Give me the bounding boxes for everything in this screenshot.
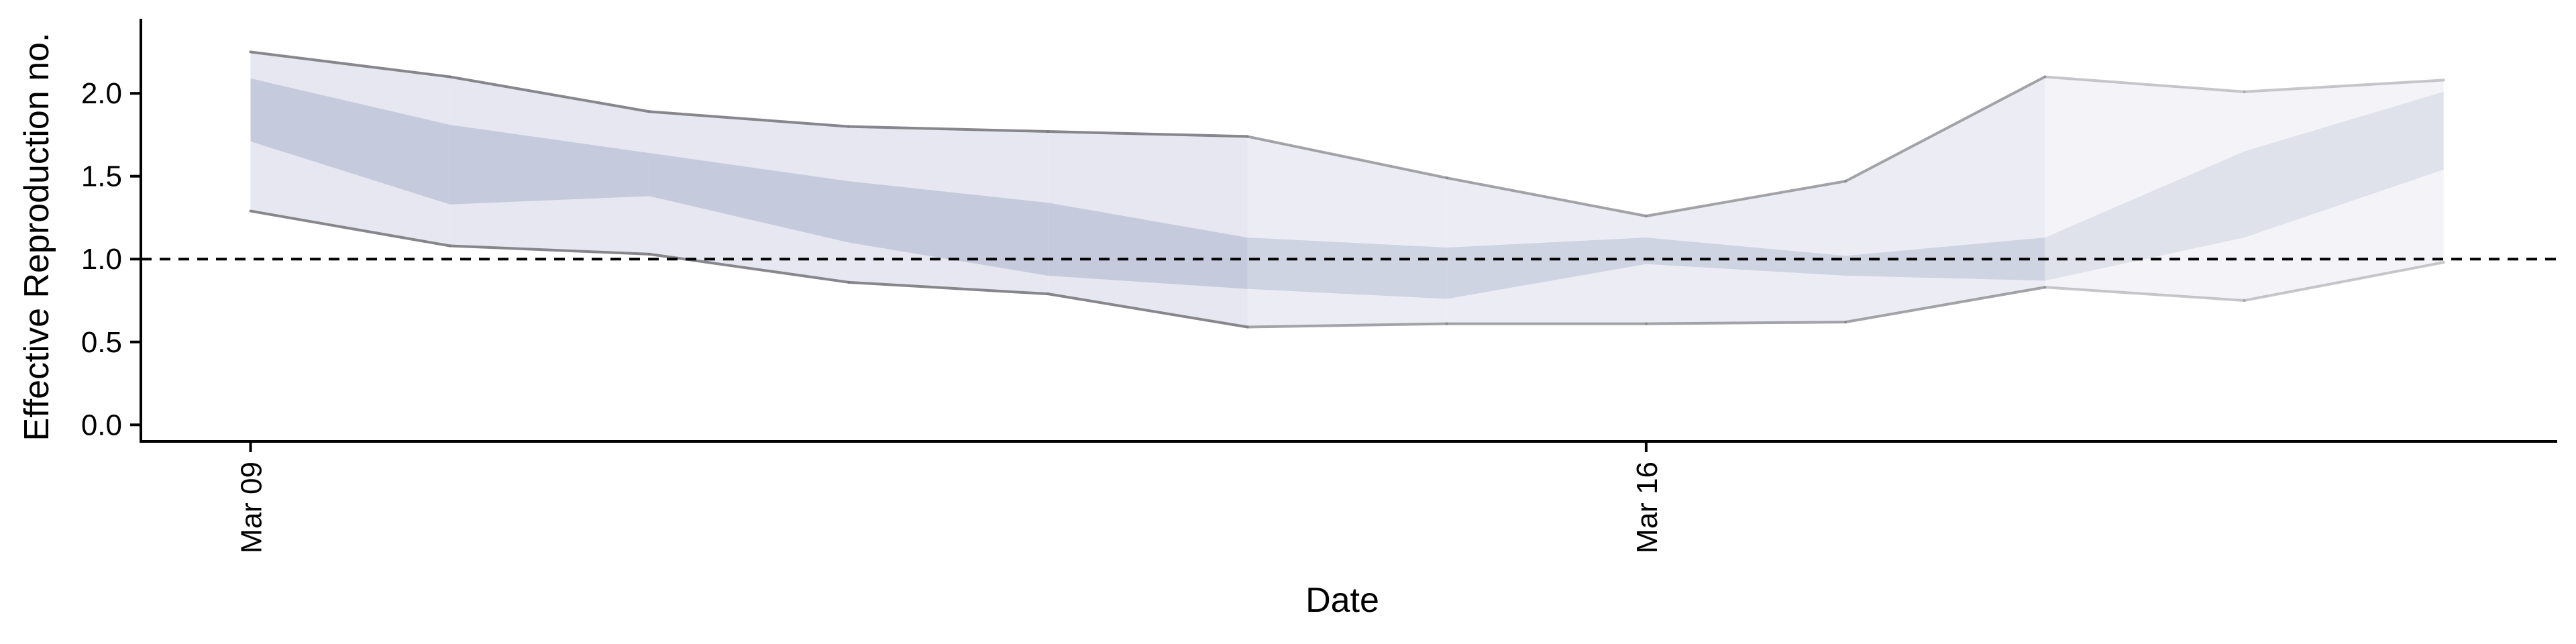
inner-band-segment: [1247, 237, 1447, 299]
outer-upper-bound-segment: [1046, 130, 1249, 138]
x-axis-title: Date: [1305, 581, 1379, 620]
outer-upper-bound-segment: [2043, 75, 2246, 93]
outer-upper-bound-segment: [1844, 75, 2047, 183]
outer-band-segment: [1845, 76, 2045, 323]
outer-lower-bound-segment: [1046, 292, 1249, 329]
x-ticks: Mar 09 Mar 16: [235, 441, 1664, 553]
y-tick-label: 0.5: [81, 326, 122, 359]
outer-lower-bound-segment: [2043, 286, 2246, 302]
inner-band-segment: [1446, 237, 1646, 299]
outer-band-segment: [2244, 80, 2444, 301]
outer-upper-bound-segment: [249, 50, 451, 78]
inner-band-segment: [1048, 203, 1248, 289]
inner-band-segment: [1646, 237, 1846, 276]
outer-band-segment: [1247, 136, 1447, 327]
y-tick-label: 1.5: [81, 160, 122, 193]
outer-lower-bound-segment: [647, 252, 851, 284]
outer-upper-bound-segment: [847, 125, 1050, 133]
outer-band-segment: [2045, 76, 2245, 301]
outer-lower-bound-segment: [1246, 322, 1448, 329]
outer-lower-bound-segment: [1644, 321, 1847, 325]
y-axis-title: Effective Reproduction no.: [17, 33, 56, 441]
outer-lower-bound-segment: [1844, 286, 2047, 324]
inner-band-segment: [2244, 91, 2444, 238]
y-tick-label: 2.0: [81, 77, 122, 110]
interval-bound-lines: [249, 50, 2445, 329]
outer-lower-bound-segment: [448, 244, 651, 256]
inner-band-segment: [2045, 151, 2245, 281]
outer-upper-bound-segment: [1246, 135, 1448, 180]
inner-band-segment: [449, 125, 649, 205]
y-tick-label: 0.0: [81, 409, 122, 441]
outer-lower-bound-segment: [2243, 261, 2445, 302]
interval-bands: [250, 52, 2444, 327]
outer-lower-bound-segment: [249, 209, 451, 248]
y-ticks: 0.0 0.5 1.0 1.5 2.0: [81, 77, 141, 441]
outer-lower-bound-segment: [847, 280, 1050, 296]
outer-upper-bound-segment: [1644, 180, 1847, 217]
outer-upper-bound-segment: [448, 75, 651, 113]
x-tick-label: Mar 16: [1631, 462, 1664, 553]
inner-band-segment: [250, 78, 450, 205]
outer-upper-bound-segment: [647, 110, 851, 128]
inner-band-segment: [849, 181, 1049, 276]
y-tick-label: 1.0: [81, 243, 122, 276]
outer-upper-bound-segment: [2243, 78, 2445, 93]
inner-band-segment: [649, 153, 849, 243]
outer-upper-bound-segment: [1445, 176, 1648, 217]
x-tick-label: Mar 09: [235, 462, 268, 553]
